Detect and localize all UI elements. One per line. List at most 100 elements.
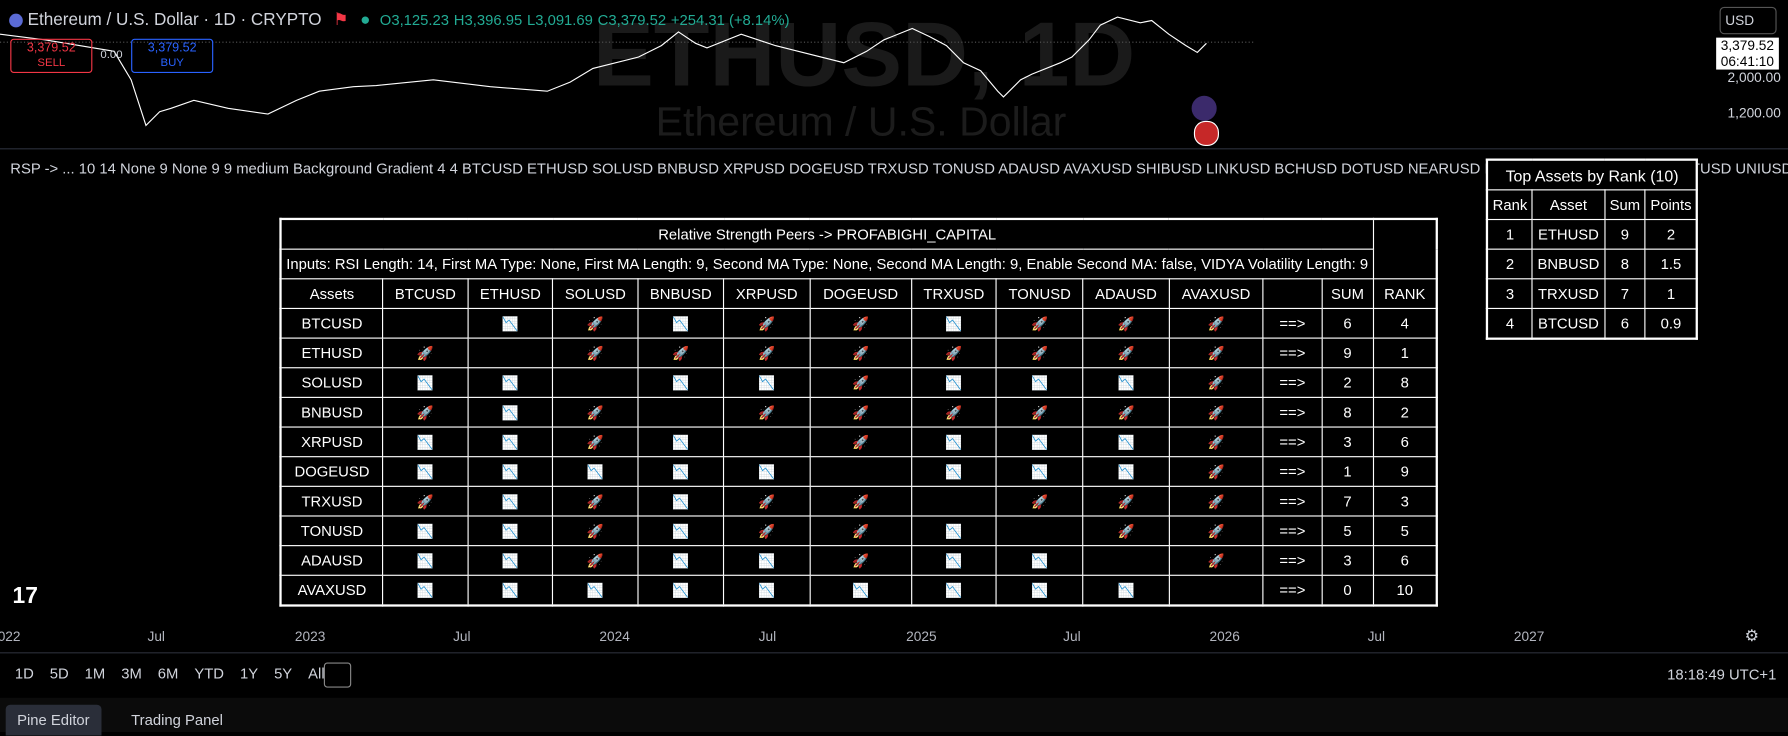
arrow: ==> [1262,426,1323,458]
range-button[interactable]: 5D [49,664,69,682]
header-cell: AVAXUSD [1168,278,1264,310]
strength-cell: 📉 [637,545,725,576]
strength-cell: 📉 [382,515,469,547]
header-cell: SOLUSD [552,278,639,310]
strength-cell: 🚀 [910,396,997,428]
rank-cell: 4 [1486,307,1533,340]
indicator-legend[interactable]: RSP -> ... 10 14 None 9 None 9 9 medium … [10,159,1788,177]
sum: 1 [1321,456,1374,487]
symbol: Ethereum / U.S. Dollar · 1D · CRYPTO ⚑ ●… [9,9,790,30]
ohlc-low: L3,091.69 [526,11,593,29]
range-button[interactable]: All [308,664,325,682]
strength-cell: 🚀 [1168,337,1264,369]
arrow: ==> [1262,545,1323,576]
strength-icon: 📉 [945,315,963,332]
strength-icon: 🚀 [852,522,870,539]
range-button[interactable]: 5Y [274,664,293,682]
strength-cell: 🚀 [995,485,1084,517]
strength-icon: 🚀 [945,344,963,361]
rank-cell: 8 [1603,248,1646,280]
tab[interactable]: Trading Panel [131,711,223,729]
strength-icon: 🚀 [1207,404,1225,421]
flag[interactable]: ⚑ [333,10,349,30]
strength-cell: 📉 [467,485,554,517]
strength-cell: 🚀 [809,337,912,369]
strength-icon: 📉 [672,552,690,569]
strength-cell: 📉 [910,515,997,547]
strength-icon: 📉 [672,582,690,599]
strength-cell: 🚀 [382,485,469,517]
strength-cell: 📉 [910,574,997,607]
strength-icon: 📉 [416,552,434,569]
flag-icon[interactable] [1193,120,1219,146]
strength-icon: 🚀 [1031,493,1049,510]
range-button[interactable]: 1Y [239,664,259,682]
strength-cell: 📉 [467,367,554,398]
tv-logo[interactable]: 17 [12,583,38,609]
strength-icon: 📉 [501,463,519,480]
symbol-name[interactable]: Ethereum / U.S. Dollar · 1D · CRYPTO [27,10,322,30]
ohlc-change: +254.31 (+8.14%) [670,11,790,29]
strength-icon: 🚀 [1207,374,1225,391]
rank-row: 2 BNBUSD 8 1.5 [1486,248,1698,280]
event-icon[interactable] [1191,95,1217,121]
arrow: ==> [1262,485,1323,517]
ohlc-high: H3,396.95 [453,11,523,29]
strength-cell: 📉 [910,307,997,339]
countdown: 06:41:10 [1720,53,1774,70]
strength-icon: 📉 [501,522,519,539]
rank: 2 [1372,396,1438,428]
asset-name: AVAXUSD [279,574,384,607]
arrow: ==> [1262,574,1323,607]
date-range-icon[interactable] [323,662,352,688]
strength-icon: 🚀 [586,493,604,510]
strength-cell: 🚀 [723,307,811,339]
clock[interactable]: 18:18:49 UTC+1 [1667,665,1777,684]
strength-icon: 🚀 [586,552,604,569]
strength-cell [382,307,469,339]
asset-row: TONUSD 📉 📉 🚀 📉 🚀 🚀 📉 🚀 🚀 ==> 5 5 [279,515,1438,547]
strength-cell: 📉 [1082,367,1170,398]
range-button[interactable]: YTD [194,664,224,682]
asset-row: TRXUSD 🚀 📉 🚀 📉 🚀 🚀 🚀 🚀 🚀 ==> 7 3 [279,485,1438,517]
strength-cell: 🚀 [552,396,639,428]
range-button[interactable]: 6M [157,664,179,682]
strength-icon: 📉 [501,552,519,569]
sum: 7 [1321,485,1374,517]
tab[interactable]: Pine Editor [5,704,102,736]
strength-icon: 📉 [501,493,519,510]
range-button[interactable]: 3M [121,664,142,682]
range-button[interactable]: 1D [14,664,34,682]
buy-button[interactable]: 3,379.52 BUY [131,38,214,73]
strength-cell [637,396,725,428]
strength-icon: 🚀 [1117,493,1135,510]
range-button[interactable]: 1M [84,664,106,682]
sum: 3 [1321,426,1374,458]
rank-cell: 0.9 [1644,307,1698,340]
strength-cell: 🚀 [552,485,639,517]
time-tick-label: 2023 [294,628,326,645]
currency-select[interactable]: USD [1719,6,1777,35]
watermark-ticker: ETHUSD, 1D [592,3,1136,105]
sum: 6 [1321,307,1374,339]
rank: 5 [1372,515,1438,547]
header-cell: BTCUSD [382,278,469,310]
table-title: Relative Strength Peers -> PROFABIGHI_CA… [279,218,1374,250]
strength-icon: 🚀 [1117,522,1135,539]
sell-button[interactable]: 3,379.52 SELL [10,38,93,73]
strength-icon: 📉 [501,374,519,391]
strength-icon: 📉 [501,404,519,421]
strength-icon: 📉 [852,582,870,599]
table-title: Top Assets by Rank (10) [1486,159,1698,191]
strength-cell: 🚀 [1168,456,1264,487]
rank: 6 [1372,426,1438,458]
settings-icon[interactable]: ⚙ [1744,626,1759,645]
strength-cell: 🚀 [723,396,811,428]
strength-icon: 📉 [758,374,776,391]
strength-icon: 📉 [416,522,434,539]
strength-cell: 🚀 [1168,545,1264,576]
strength-icon: 🚀 [1207,493,1225,510]
time-tick-label: 2026 [1209,628,1240,645]
strength-cell: 📉 [382,574,469,607]
ohlc-close: C3,379.52 [597,11,667,29]
